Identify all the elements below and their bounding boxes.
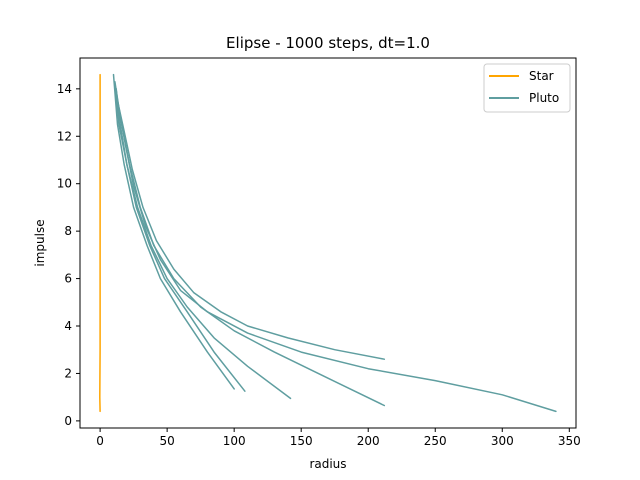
y-axis-label: impulse: [33, 219, 47, 266]
x-tick-label: 150: [290, 434, 313, 448]
x-tick-label: 300: [491, 434, 514, 448]
x-tick-label: 50: [159, 434, 174, 448]
series-line-pluto: [112, 73, 235, 390]
y-tick-label: 10: [57, 177, 72, 191]
x-tick-label: 100: [223, 434, 246, 448]
y-tick-label: 2: [64, 366, 72, 380]
x-tick-label: 0: [96, 434, 104, 448]
x-tick-label: 250: [424, 434, 447, 448]
y-tick-label: 6: [64, 272, 72, 286]
x-tick-label: 200: [357, 434, 380, 448]
series-line-pluto: [114, 88, 386, 360]
x-axis-label: radius: [309, 457, 346, 471]
y-tick-label: 0: [64, 414, 72, 428]
legend-label-star: Star: [529, 69, 554, 83]
series-line-pluto: [115, 88, 292, 400]
x-axis: 0 50 100 150 200 250 300 350: [96, 428, 581, 448]
legend: Star Pluto: [483, 63, 571, 113]
plot-frame: [79, 57, 577, 429]
plot-area: [99, 73, 557, 413]
y-tick-label: 12: [57, 129, 72, 143]
y-tick-label: 4: [64, 319, 72, 333]
legend-label-pluto: Pluto: [529, 91, 559, 105]
series-line-pluto: [114, 83, 246, 392]
chart-title: Elipse - 1000 steps, dt=1.0: [226, 34, 430, 52]
x-tick-label: 350: [558, 434, 581, 448]
y-tick-label: 14: [57, 82, 72, 96]
y-tick-label: 8: [64, 224, 72, 238]
series-line-pluto: [114, 80, 557, 413]
y-axis: 0 2 4 6 8 10 12 14: [57, 82, 80, 428]
